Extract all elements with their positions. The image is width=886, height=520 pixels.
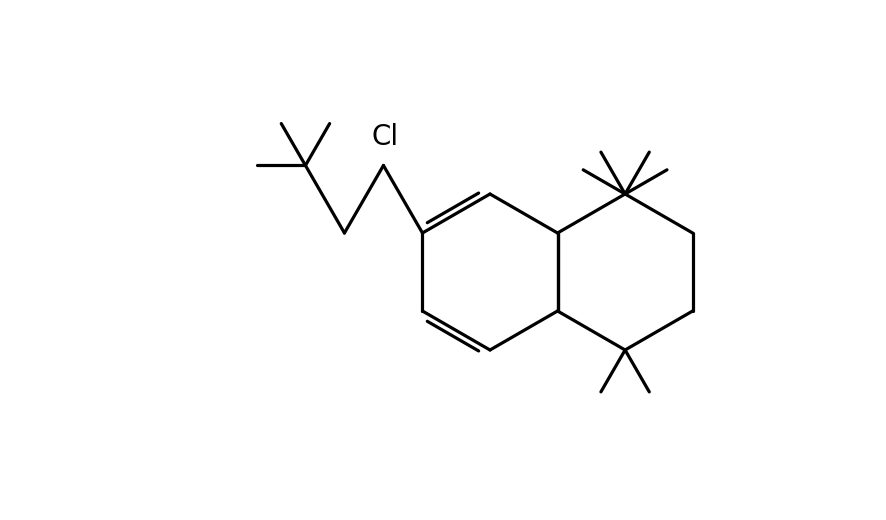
Text: Cl: Cl [372,123,399,151]
